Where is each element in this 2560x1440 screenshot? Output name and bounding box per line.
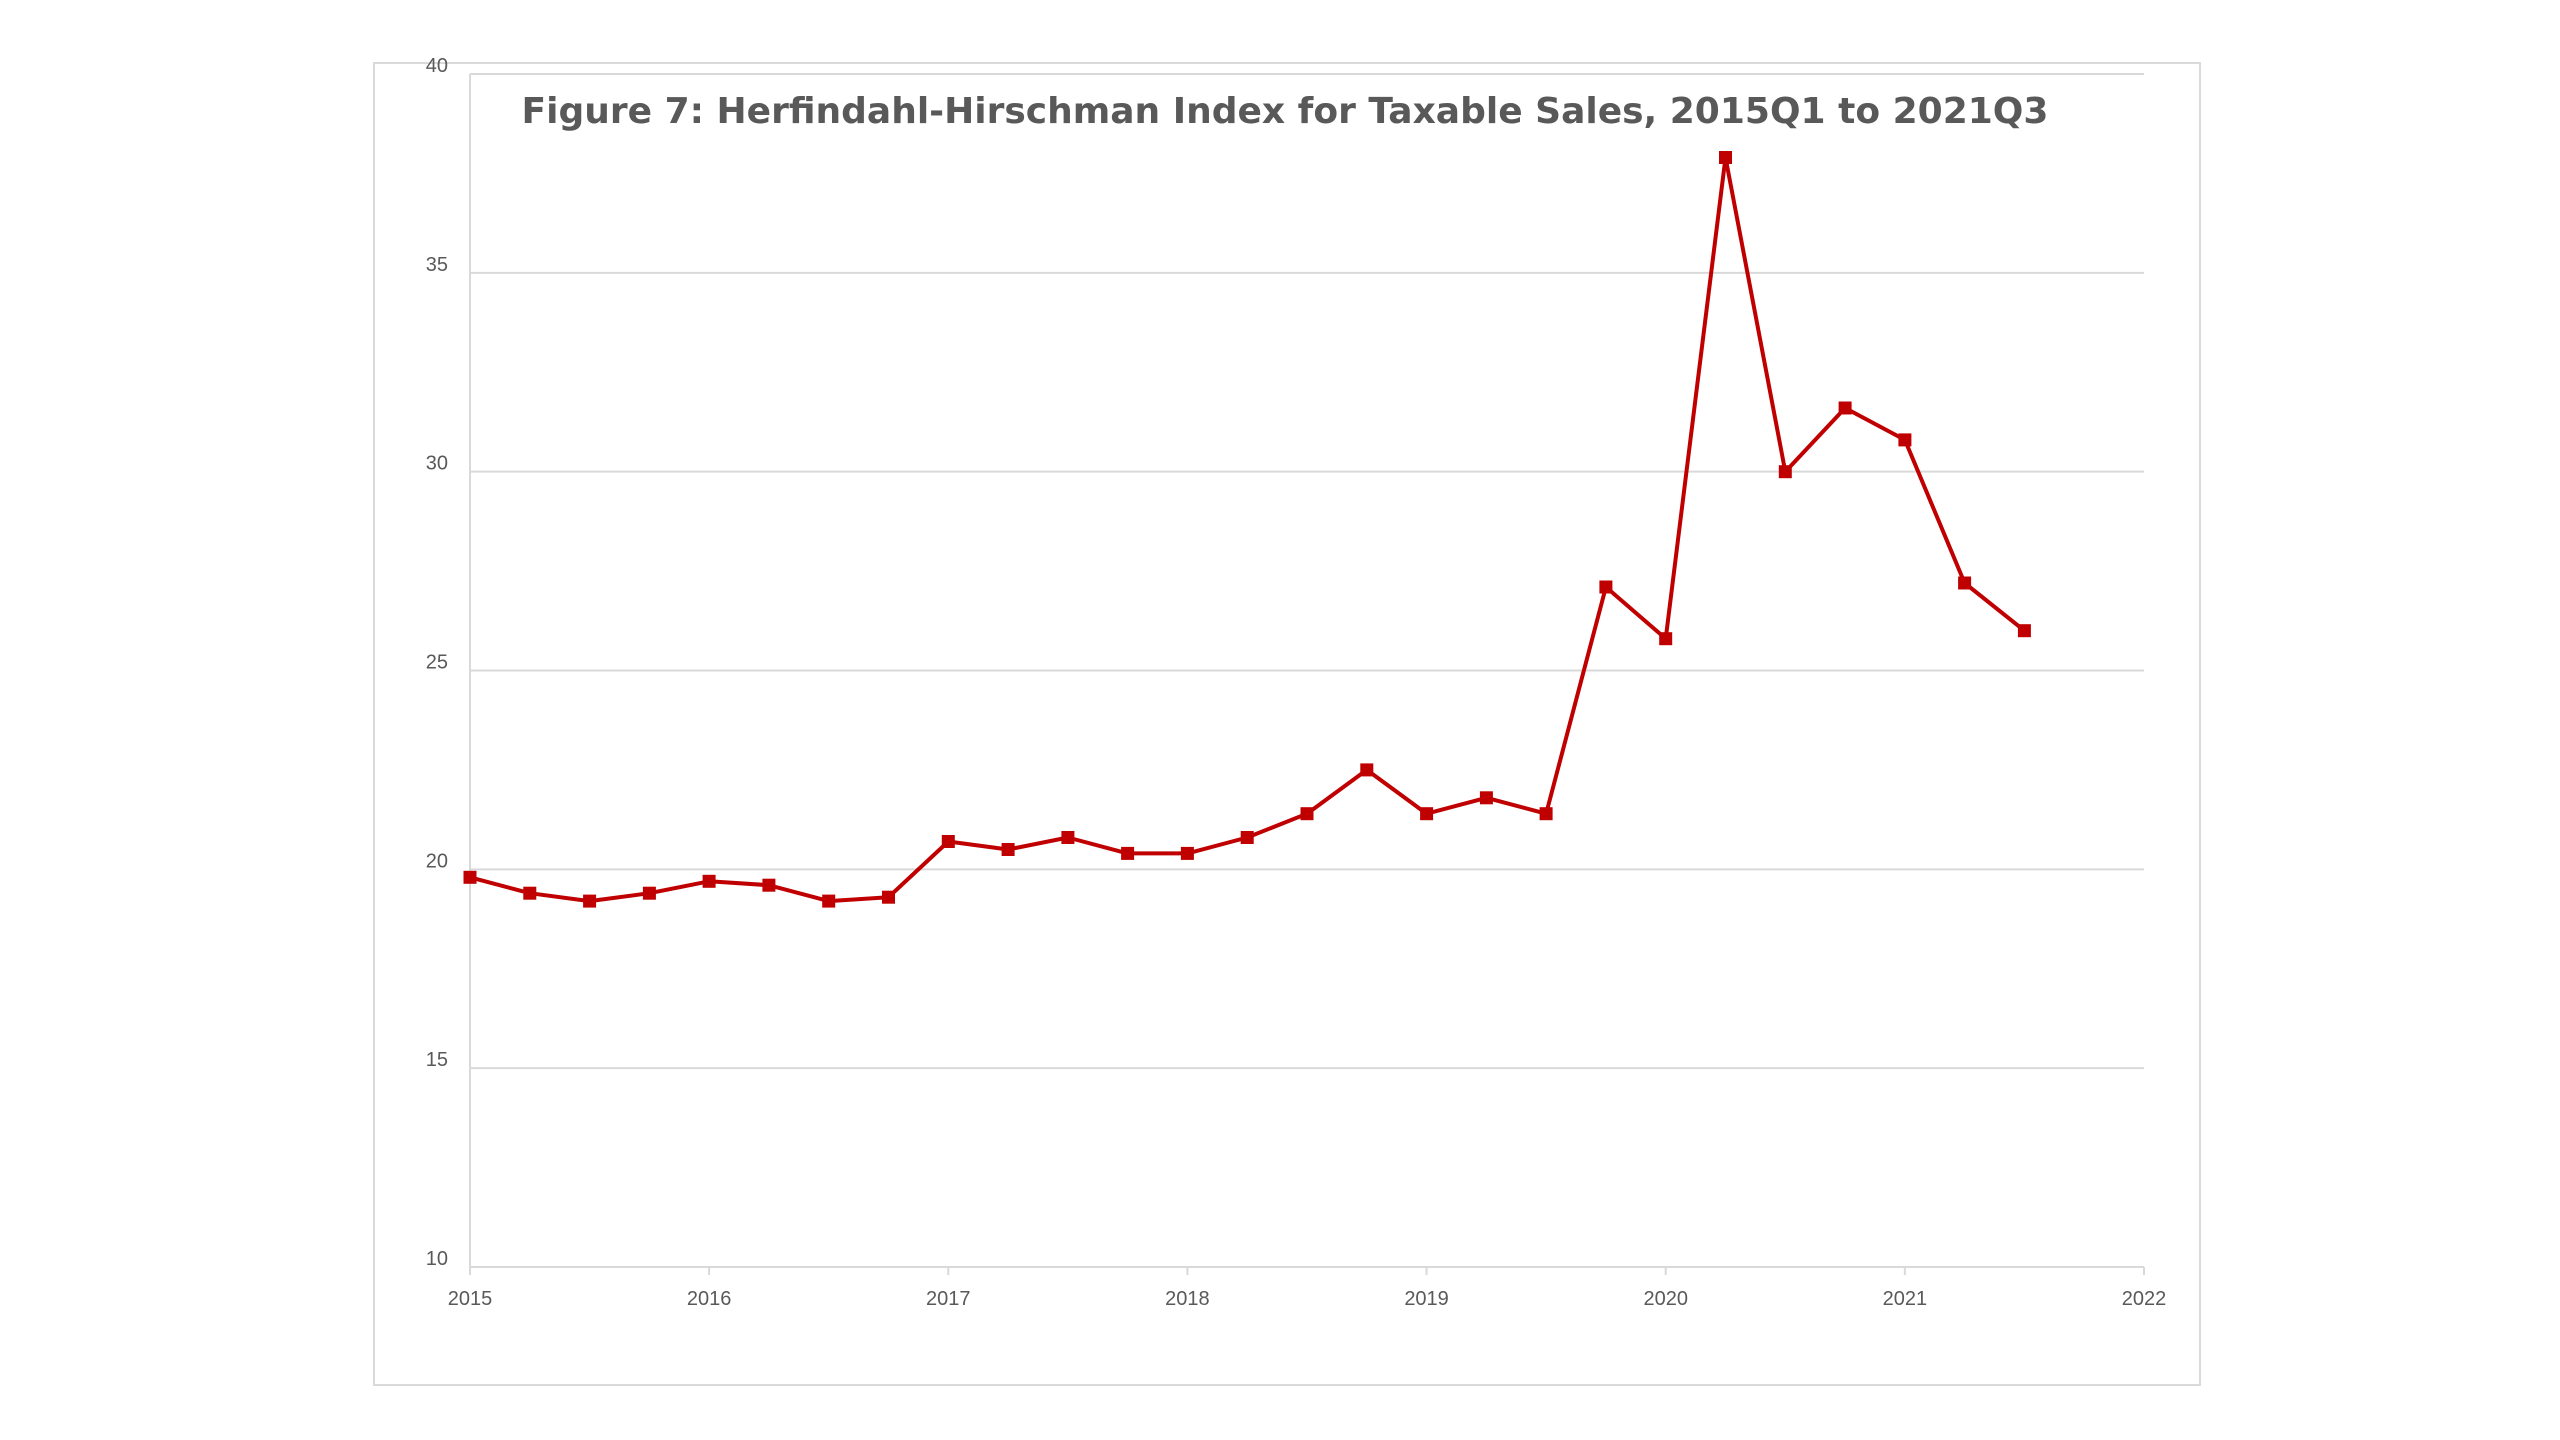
x-tick-label: 2018 xyxy=(1165,1288,1210,1310)
y-tick-label: 20 xyxy=(426,850,448,872)
data-point xyxy=(2017,624,2031,638)
y-tick-label: 10 xyxy=(426,1248,448,1270)
data-point xyxy=(1659,632,1673,646)
data-point xyxy=(882,890,895,904)
data-point xyxy=(1479,791,1493,805)
data-point xyxy=(1360,763,1374,777)
data-point xyxy=(702,874,716,888)
data-point xyxy=(583,894,597,908)
chart-frame xyxy=(373,62,2201,1386)
data-point xyxy=(1719,151,1732,164)
data-point xyxy=(1240,831,1254,844)
x-tick-label: 2016 xyxy=(687,1288,732,1310)
data-point xyxy=(822,894,836,908)
x-tick-label: 2021 xyxy=(1883,1288,1928,1310)
y-tick-label: 30 xyxy=(426,453,448,475)
data-point xyxy=(1539,807,1553,821)
data-point xyxy=(1838,401,1852,415)
data-markers xyxy=(463,151,2031,908)
axes xyxy=(469,74,2145,1275)
y-tick-label: 35 xyxy=(426,254,448,276)
y-tick-label: 15 xyxy=(426,1049,448,1071)
data-point xyxy=(1778,465,1792,479)
data-point xyxy=(1300,807,1314,821)
x-tick-label: 2017 xyxy=(926,1288,971,1310)
data-point xyxy=(1599,580,1613,594)
data-point xyxy=(1958,576,1972,590)
data-point xyxy=(523,886,537,900)
data-point xyxy=(463,870,477,884)
data-point xyxy=(762,878,776,892)
data-point xyxy=(1001,843,1015,856)
data-point xyxy=(1121,846,1135,860)
x-tick-label: 2020 xyxy=(1643,1288,1688,1310)
data-point xyxy=(1898,433,1912,447)
chart-title: Figure 7: Herfindahl-Hirschman Index for… xyxy=(522,91,2049,132)
data-point xyxy=(1420,807,1434,821)
gridlines xyxy=(470,73,2144,1070)
data-point xyxy=(1061,831,1075,844)
series-line xyxy=(469,155,2026,904)
data-point xyxy=(941,835,955,848)
data-series xyxy=(469,155,2026,904)
x-tick-label: 2015 xyxy=(448,1288,493,1310)
x-tick-label: 2019 xyxy=(1404,1288,1449,1310)
y-tick-label: 25 xyxy=(426,652,448,674)
data-point xyxy=(1180,846,1194,860)
y-tick-label: 40 xyxy=(426,55,448,77)
x-tick-label: 2022 xyxy=(2122,1288,2167,1310)
tick-labels: 10 15 20 25 30 35 40 2015 2016 2017 2018 2019 2020 20… xyxy=(426,55,2167,1310)
data-point xyxy=(642,886,656,900)
